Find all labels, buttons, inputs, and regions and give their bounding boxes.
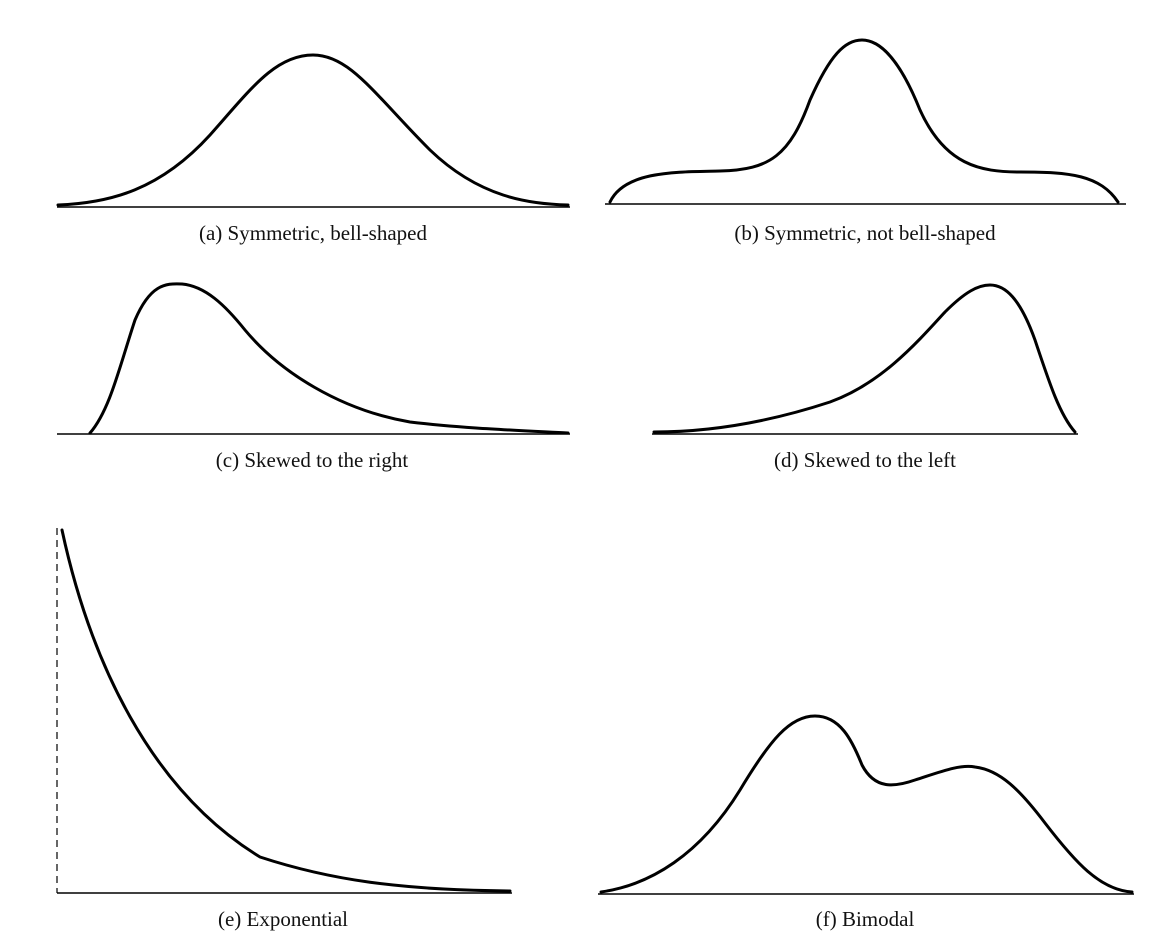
panel-c-curve (88, 282, 570, 435)
panel-f-curve (599, 714, 1134, 894)
panel-f-caption: (f) Bimodal (815, 907, 915, 931)
panel-f-bimodal (598, 714, 1134, 895)
panel-d-caption: (d) Skewed to the left (774, 448, 956, 472)
panel-c-caption: (c) Skewed to the right (215, 448, 409, 472)
panel-d-skewed-left (652, 283, 1078, 435)
panel-b-caption: (b) Symmetric, not bell-shaped (734, 221, 996, 245)
panel-e-curve (60, 528, 512, 893)
panel-c-skewed-right (57, 282, 570, 435)
panel-a-symmetric-bell-shaped (56, 53, 570, 208)
panel-d-curve (652, 283, 1077, 434)
panel-a-caption: (a) Symmetric, bell-shaped (198, 221, 428, 245)
panel-b-symmetric-not-bell-shaped (605, 38, 1126, 205)
panel-e-caption: (e) Exponential (217, 907, 349, 931)
panel-b-curve (608, 38, 1120, 204)
panel-e-exponential (56, 528, 512, 894)
panel-a-curve (56, 53, 570, 207)
